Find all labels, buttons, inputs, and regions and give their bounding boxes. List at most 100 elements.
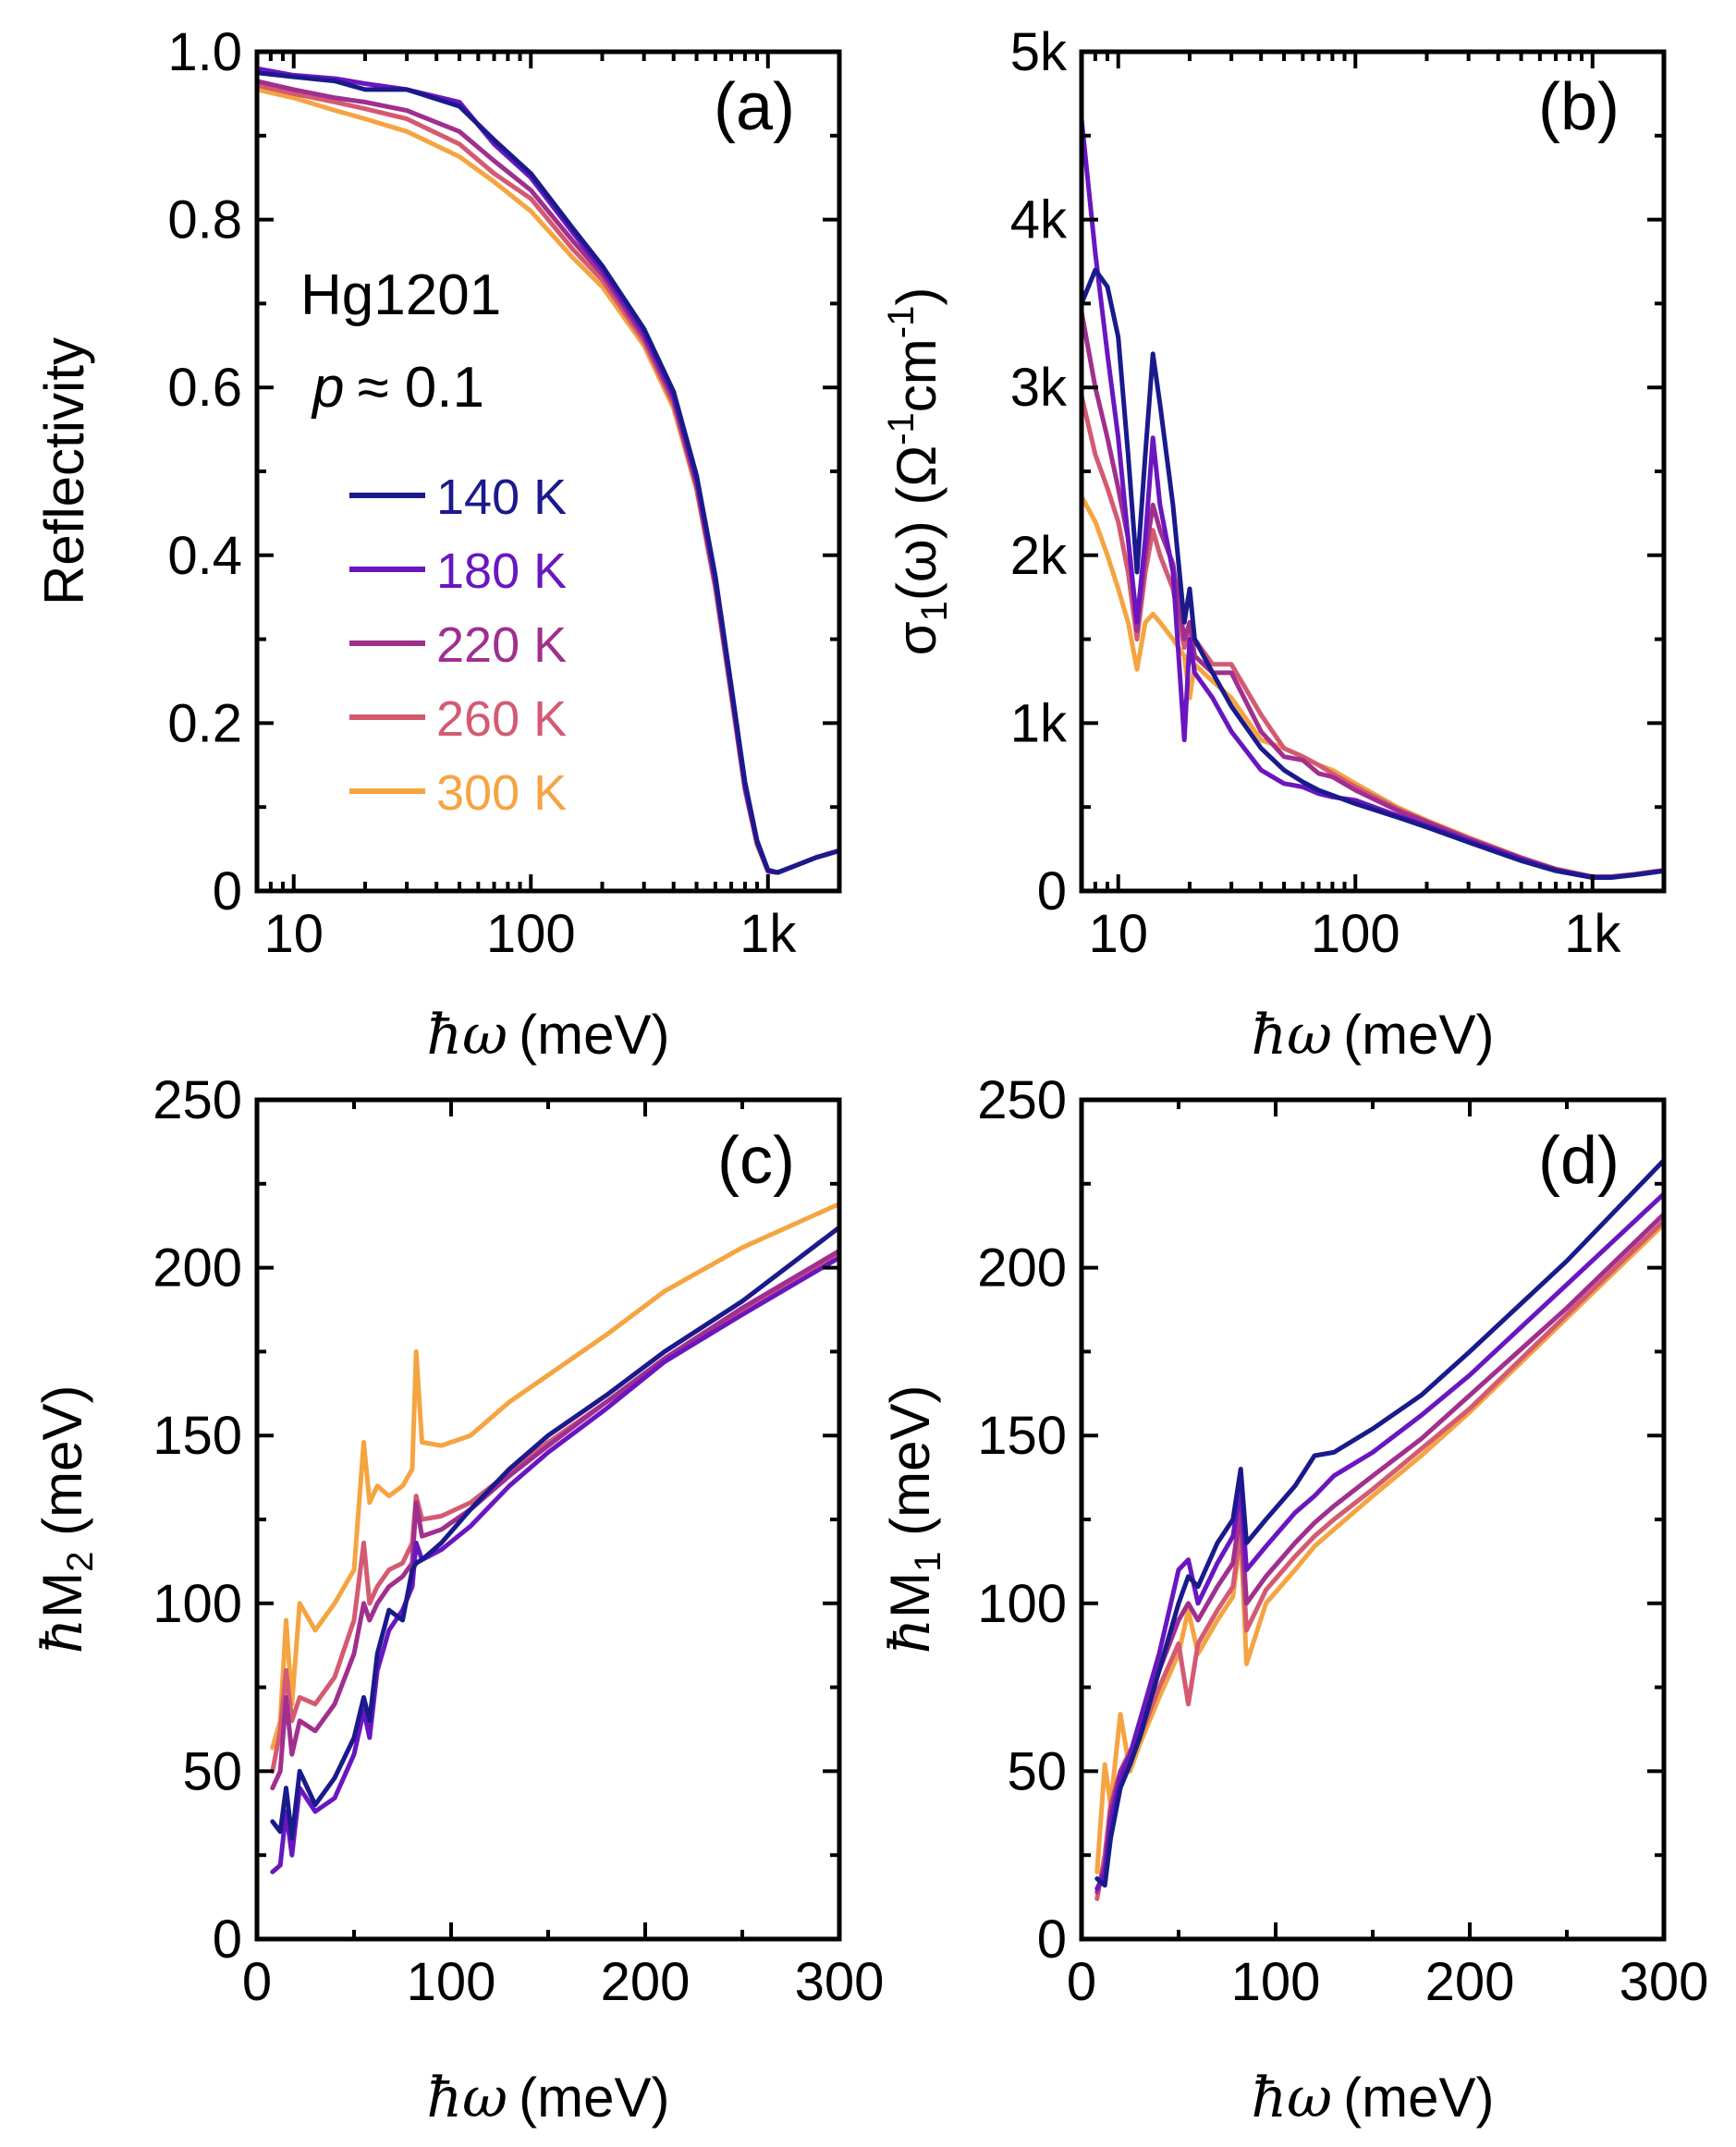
panel-d-ylabel-unit: (meV) [879,1385,941,1552]
panel-d-ylabel: ħM1 (meV) [878,1385,948,1654]
panel-c-xtick-label: 100 [407,1952,496,2012]
panel-a-ticks-layer: 0 0.2 0.4 0.6 0.8 1.0 10 100 1k [167,22,839,964]
panel-a-ytick-label: 1.0 [167,22,242,82]
doping-value: ≈ 0.1 [357,356,483,420]
panel-c-ylabel-sub: 2 [60,1552,101,1572]
panel-b-xtick-label: 1k [1564,904,1621,964]
panel-d-series-260k [1094,1218,1664,1901]
panel-c-series-180k [270,1255,839,1874]
panel-a-ytick-label: 0.6 [167,358,242,418]
panel-c-ytick-label: 150 [153,1406,242,1466]
panel-d-series-180k [1094,1191,1664,1891]
panel-b-series-140k [1082,267,1664,880]
panel-b-ytick-label: 3k [1010,358,1068,418]
panel-b-series-180k [1082,116,1664,880]
panel-b-ylabel-sup2: -1 [881,306,922,339]
panel-d-xlabel-symbol: ħω [1252,2066,1333,2130]
doping-label: p ≈ 0.1 [311,356,484,420]
panel-c-xtick-label: 300 [795,1952,885,2012]
panel-a-ylabel: Reflectivity [33,337,95,605]
panel-c-ytick-label: 0 [213,1909,242,1970]
panel-d-ytick-label: 250 [977,1070,1067,1130]
panel-c-ylabel: ħM2 (meV) [31,1385,101,1654]
panel-c-xlabel-symbol: ħω [427,2066,508,2130]
panel-a-reflectivity: 0 0.2 0.4 0.6 0.8 1.0 10 100 1k (a) Reflectivity… [33,22,842,1067]
panel-c-frame [254,1097,842,1942]
panel-c-series-layer [270,1202,839,1874]
panel-b-ytick-label: 5k [1010,22,1068,82]
panel-b-ytick-label: 4k [1010,190,1068,250]
panel-d-series-layer [1094,1157,1664,1901]
panel-c-series-140k [270,1225,839,1841]
panel-c-xtick-label: 0 [242,1952,272,2012]
panel-b-xtick-label: 100 [1311,904,1400,964]
panel-b-ylabel-sub: 1 [914,601,955,621]
panel-c-ytick-label: 50 [182,1741,242,1801]
legend-label-260k: 260 K [436,691,567,747]
panel-a-series-layer [257,66,839,875]
panel-b-xlabel: ħω (meV) [1252,1003,1495,1067]
panel-c-series-220k [270,1248,839,1791]
panel-d-frame [1079,1097,1667,1942]
panel-a-xlabel: ħω (meV) [427,1003,670,1067]
panel-d-xlabel-unit: (meV) [1343,2067,1494,2129]
panel-a-xtick-label: 10 [263,904,324,964]
panel-a-ytick-label: 0.2 [167,693,242,753]
panel-b-xlabel-symbol: ħω [1252,1003,1333,1067]
panel-b-frame [1079,49,1667,894]
panel-b-xtick-label: 10 [1088,904,1148,964]
panel-d-series-140k [1094,1157,1664,1888]
panel-a-ytick-label: 0 [213,861,242,921]
panel-d-xtick-label: 200 [1425,1952,1515,2012]
panel-d-series-300k [1094,1221,1664,1874]
panel-d-ytick-label: 0 [1037,1909,1067,1970]
panel-d-ytick-label: 150 [977,1406,1067,1466]
panel-d-label: (d) [1538,1124,1620,1198]
panel-b-ticks-layer: 0 1k 2k 3k 4k 5k 10 100 1k [1010,22,1664,964]
panel-b-ytick-label: 1k [1010,693,1068,753]
panel-c-xtick-label: 200 [601,1952,691,2012]
legend-label-180k: 180 K [436,543,567,599]
legend-label-140k: 140 K [436,470,567,525]
panel-d-xtick-label: 300 [1620,1952,1709,2012]
sample-name: Hg1201 [300,263,501,327]
panel-c-ytick-label: 200 [153,1238,242,1299]
panel-a-xlabel-symbol: ħω [427,1003,508,1067]
panel-d-series-220k [1094,1212,1664,1895]
panel-d-ytick-label: 50 [1007,1741,1067,1801]
panel-d-xtick-label: 0 [1067,1952,1096,2012]
panel-d-ylabel-sub: 1 [908,1552,948,1572]
panel-b-xlabel-unit: (meV) [1343,1004,1494,1066]
panel-b-ylabel-sup1: -1 [881,412,922,445]
panel-c-ylabel-hbar: ħ [31,1618,95,1654]
panel-b-ylabel-arg: (ω) (Ω [886,445,947,601]
panel-c-ylabel-unit: (meV) [31,1385,93,1552]
panel-a-label: (a) [714,70,795,144]
panel-b-ylabel: σ1(ω) (Ω-1cm-1) [881,287,955,656]
panel-c-ticks-layer: 0 50 100 150 200 250 0 100 200 300 [153,1070,884,2012]
panel-b-series-layer [1082,116,1664,880]
panel-b-ytick-label: 2k [1010,526,1068,586]
panel-d-ticks-layer: 0 50 100 150 200 250 0 100 200 300 [977,1070,1708,2012]
legend-label-300k: 300 K [436,765,567,821]
panel-b-ylabel-cm: cm [886,338,947,412]
legend: 140 K 180 K 220 K 260 K 300 K [349,470,567,821]
panel-c-xlabel: ħω (meV) [427,2066,670,2130]
panel-d-ytick-label: 100 [977,1574,1067,1634]
panel-a-ytick-label: 0.4 [167,526,242,586]
panel-a-xtick-label: 100 [486,904,576,964]
doping-symbol: p [311,356,344,420]
panel-c-xlabel-unit: (meV) [519,2067,669,2129]
panel-a-series-140k [257,70,839,875]
panel-b-label: (b) [1538,70,1620,144]
panel-d-xlabel: ħω (meV) [1252,2066,1495,2130]
panel-a-xtick-label: 1k [740,904,797,964]
legend-label-220k: 220 K [436,617,567,673]
panel-c-ytick-label: 250 [153,1070,242,1130]
panel-c-series-300k [270,1202,839,1751]
panel-b-ylabel-close: ) [886,287,947,306]
